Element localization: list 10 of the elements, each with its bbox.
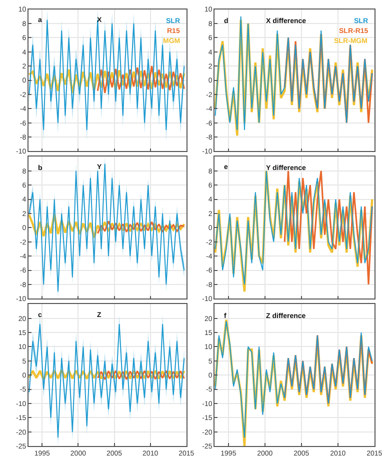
line-series	[284, 170, 373, 286]
line-series	[284, 334, 373, 404]
line-series	[28, 19, 185, 130]
line-series	[96, 65, 185, 94]
line-series	[28, 368, 186, 380]
line-series	[96, 370, 185, 380]
line-series	[28, 68, 186, 94]
line-series	[96, 220, 185, 234]
line-series	[28, 213, 186, 239]
line-series	[284, 33, 373, 124]
